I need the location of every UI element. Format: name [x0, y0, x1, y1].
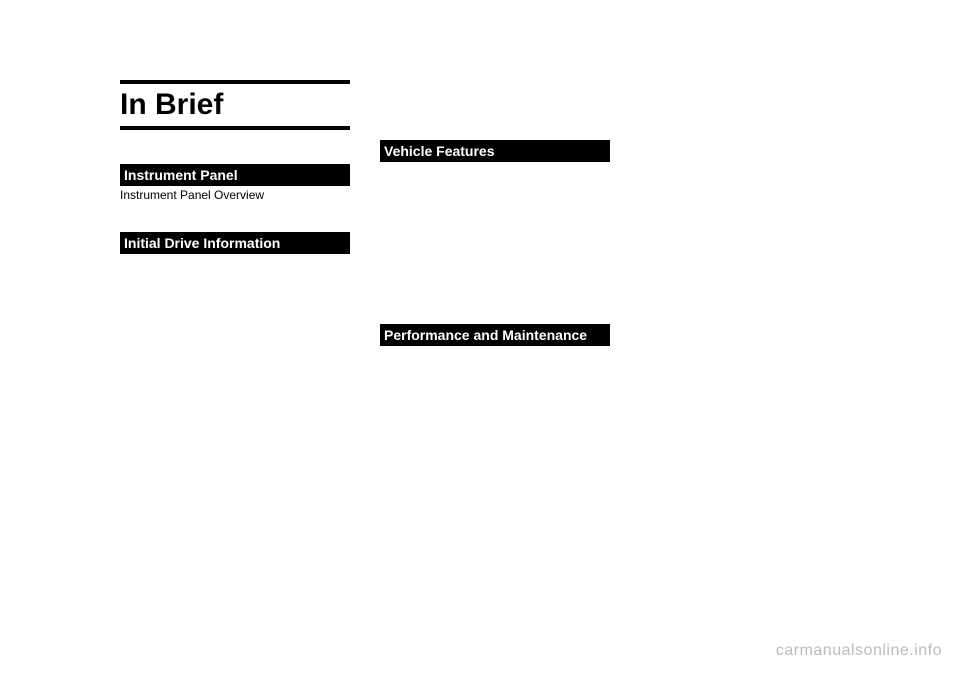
section-header-performance-maintenance: Performance and Maintenance — [380, 324, 610, 346]
column-1: In Brief Instrument Panel Instrument Pan… — [120, 80, 350, 354]
spacer — [120, 204, 350, 228]
spacer — [380, 190, 610, 320]
section-header-initial-drive: Initial Drive Information — [120, 232, 350, 254]
toc-item — [120, 276, 350, 278]
section-header-instrument-panel: Instrument Panel — [120, 164, 350, 186]
toc-item: Instrument Panel Overview — [120, 186, 350, 204]
page-content: In Brief Instrument Panel Instrument Pan… — [0, 0, 960, 384]
column-3 — [640, 80, 870, 354]
toc-item — [380, 352, 610, 354]
section-header-vehicle-features: Vehicle Features — [380, 140, 610, 162]
column-2: Vehicle Features Performance and Mainten… — [380, 80, 610, 354]
watermark: carmanualsonline.info — [776, 642, 942, 660]
spacer — [380, 80, 610, 136]
chapter-title: In Brief — [120, 80, 350, 130]
